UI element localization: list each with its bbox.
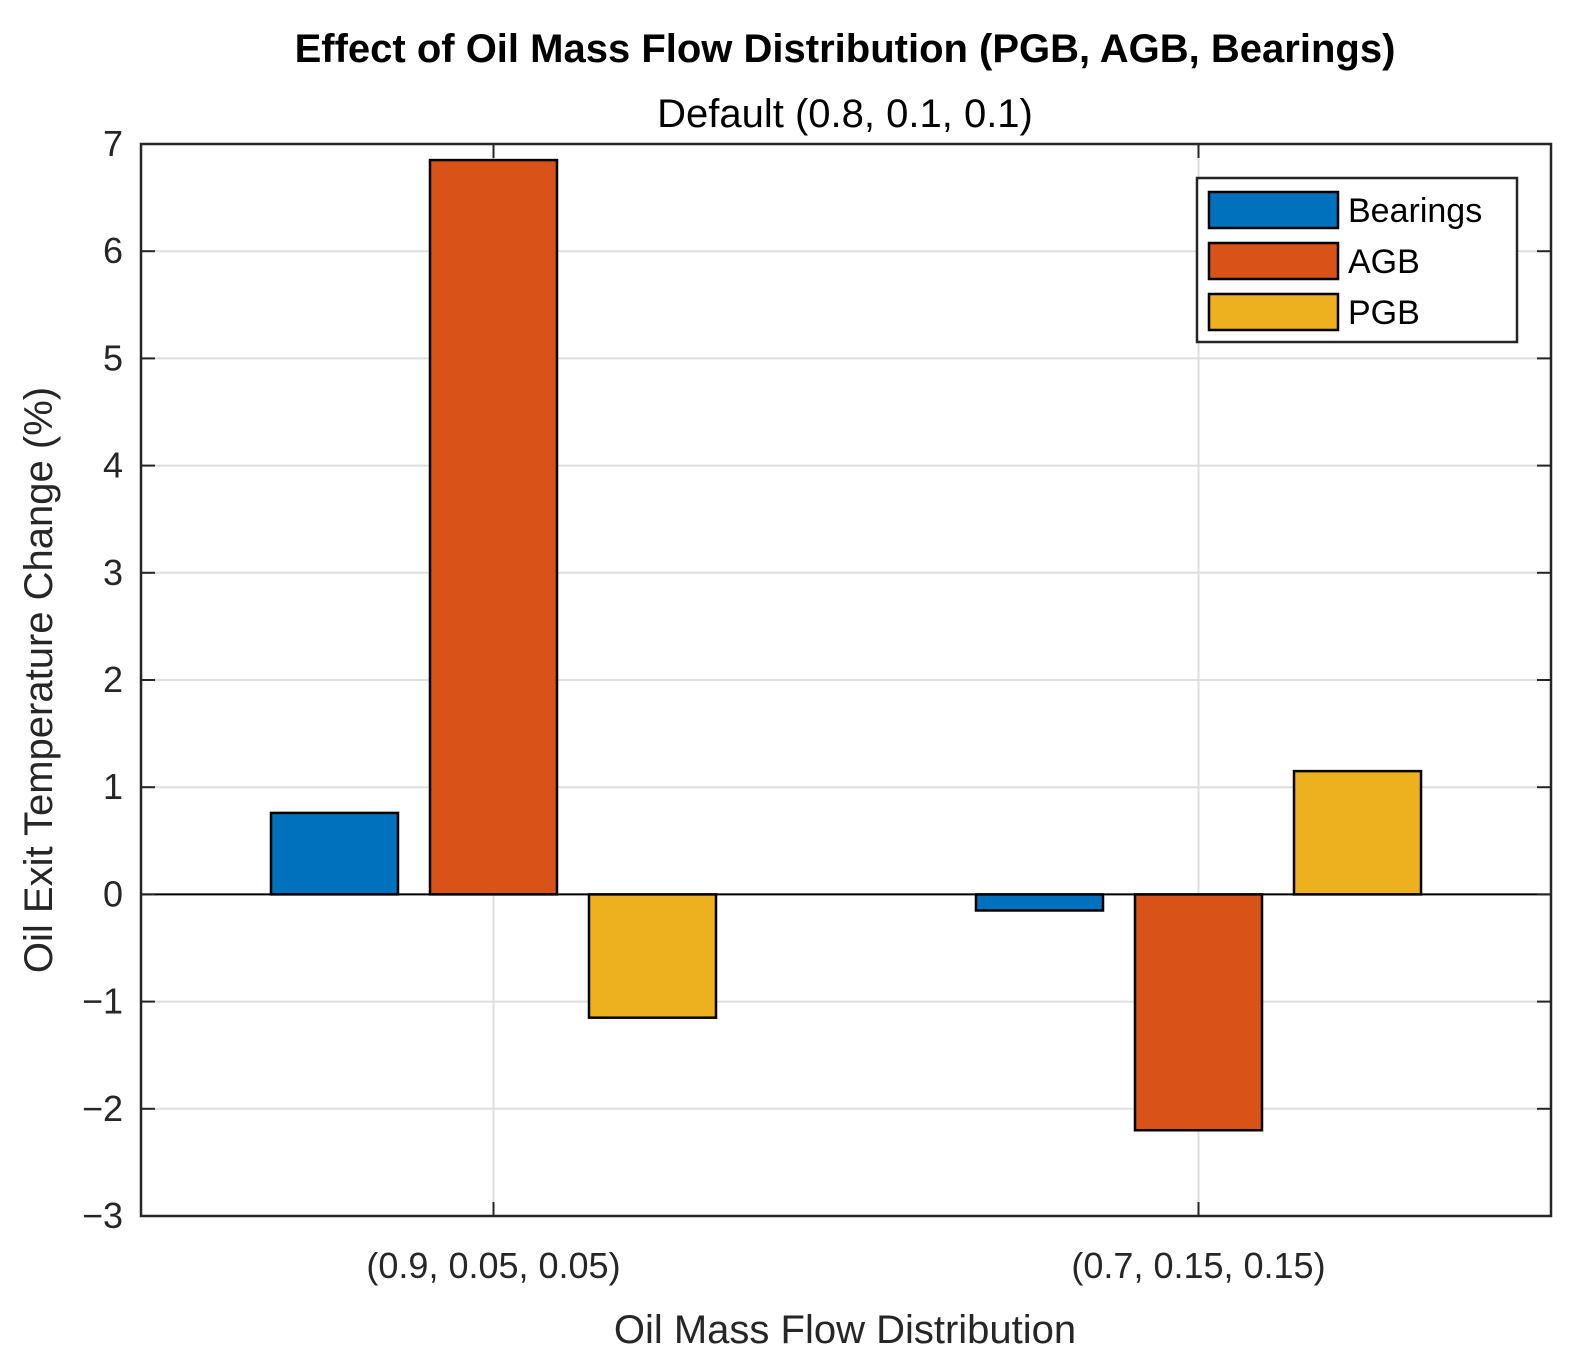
y-tick-label: 5 [103, 337, 123, 378]
legend-label-agb: AGB [1348, 243, 1420, 281]
bar-bearings-1 [269, 811, 400, 896]
tick-labels: −3 −2 −1 0 1 2 3 4 5 6 7 (0.9, 0.05, 0.05) (0.7, 0.1… [82, 123, 1326, 1286]
legend-swatch-pgb [1207, 292, 1340, 332]
y-tick-label: −2 [82, 1088, 123, 1129]
y-tick-label: 6 [103, 230, 123, 271]
legend-swatch-agb [1207, 241, 1340, 281]
x-tick-label: (0.7, 0.15, 0.15) [1071, 1245, 1325, 1286]
y-tick-label: −3 [82, 1195, 123, 1236]
bars [269, 158, 1423, 1132]
bar-agb-2 [1133, 893, 1264, 1132]
legend-label-bearings: Bearings [1348, 192, 1482, 230]
y-tick-label: 1 [103, 766, 123, 807]
x-axis-label: Oil Mass Flow Distribution [614, 1308, 1076, 1352]
chart-subtitle: Default (0.8, 0.1, 0.1) [657, 92, 1033, 136]
bar-pgb-1 [587, 893, 718, 1019]
legend: Bearings AGB PGB [1195, 176, 1519, 344]
bar-bearings-2 [974, 893, 1105, 912]
y-tick-label: 7 [103, 123, 123, 164]
x-tick-label: (0.9, 0.05, 0.05) [366, 1245, 620, 1286]
y-tick-label: 4 [103, 445, 123, 486]
bar-pgb-2 [1292, 769, 1423, 896]
y-tick-label: −1 [82, 981, 123, 1022]
axes [139, 142, 1553, 1218]
legend-swatch-bearings [1207, 190, 1340, 230]
legend-label-pgb: PGB [1348, 294, 1420, 332]
y-axis-label: Oil Exit Temperature Change (%) [17, 387, 61, 973]
bar-agb-1 [428, 158, 559, 896]
y-tick-label: 3 [103, 552, 123, 593]
y-tick-label: 2 [103, 659, 123, 700]
y-tick-label: 0 [103, 873, 123, 914]
chart-title: Effect of Oil Mass Flow Distribution (PG… [295, 27, 1396, 71]
